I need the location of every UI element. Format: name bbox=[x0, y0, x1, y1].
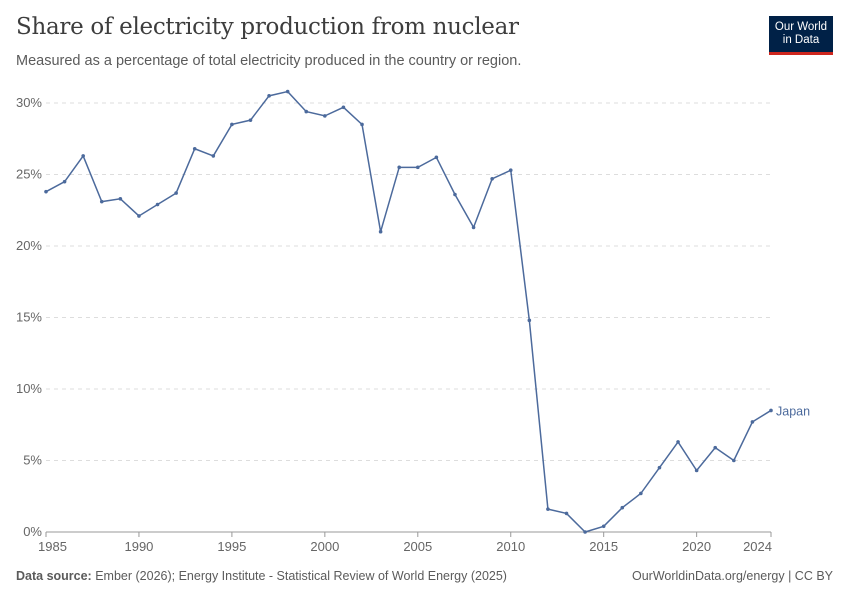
data-point bbox=[323, 114, 327, 118]
series-label: Japan bbox=[776, 404, 810, 418]
data-point bbox=[304, 109, 309, 114]
y-tick-label: 5% bbox=[23, 453, 42, 468]
x-tick-label: 2024 bbox=[743, 539, 772, 554]
data-point bbox=[508, 168, 513, 173]
y-tick-label: 10% bbox=[16, 381, 42, 396]
series-line-japan bbox=[45, 90, 772, 533]
data-point bbox=[713, 445, 718, 450]
data-source: Data source: Ember (2026); Energy Instit… bbox=[16, 569, 507, 583]
data-point bbox=[174, 191, 178, 195]
x-tick-label: 1985 bbox=[38, 539, 67, 554]
x-tick-label: 2000 bbox=[310, 539, 339, 554]
data-point bbox=[230, 122, 234, 127]
data-point bbox=[397, 165, 402, 170]
data-point bbox=[750, 420, 755, 424]
data-point bbox=[527, 318, 532, 323]
data-point bbox=[211, 154, 216, 158]
data-point bbox=[639, 491, 643, 496]
data-point bbox=[564, 511, 569, 516]
source-label: Data source: bbox=[16, 569, 92, 583]
data-point bbox=[192, 146, 197, 151]
x-tick-label: 1995 bbox=[217, 539, 246, 554]
data-point bbox=[81, 154, 85, 158]
x-tick-label: 1990 bbox=[124, 539, 153, 554]
data-point bbox=[657, 465, 662, 470]
y-tick-label: 20% bbox=[16, 238, 42, 253]
data-point bbox=[248, 118, 253, 122]
data-point bbox=[601, 524, 606, 529]
x-tick-label: 2015 bbox=[589, 539, 618, 554]
y-tick-label: 25% bbox=[16, 167, 42, 182]
data-point bbox=[137, 214, 141, 218]
data-point bbox=[546, 507, 550, 511]
data-point bbox=[267, 94, 271, 98]
data-point bbox=[285, 89, 290, 94]
source-text: Ember (2026); Energy Institute - Statist… bbox=[95, 569, 507, 583]
data-point bbox=[415, 165, 420, 170]
data-point bbox=[490, 176, 494, 181]
x-tick-label: 2020 bbox=[682, 539, 711, 554]
credit-link[interactable]: OurWorldinData.org/energy | CC BY bbox=[631, 569, 833, 583]
y-tick-label: 30% bbox=[16, 95, 42, 110]
data-point bbox=[583, 530, 587, 534]
logo-line1: Our World bbox=[774, 21, 828, 33]
data-point bbox=[341, 105, 346, 110]
data-point bbox=[155, 202, 160, 207]
y-tick-label: 15% bbox=[16, 310, 42, 325]
data-point bbox=[360, 122, 364, 127]
data-point bbox=[769, 408, 773, 413]
owid-logo[interactable]: Our World in Data bbox=[769, 16, 833, 55]
logo-line2: in Data bbox=[782, 34, 820, 46]
x-tick-label: 2005 bbox=[403, 539, 432, 554]
chart-title: Share of electricity production from nuc… bbox=[16, 14, 519, 40]
y-tick-label: 0% bbox=[23, 524, 42, 539]
data-point bbox=[676, 440, 680, 444]
data-point bbox=[694, 468, 699, 473]
data-point bbox=[118, 197, 123, 201]
data-point bbox=[99, 199, 104, 204]
data-point bbox=[732, 458, 736, 463]
data-point bbox=[378, 229, 383, 234]
data-point bbox=[434, 155, 439, 160]
x-tick-label: 2010 bbox=[496, 539, 525, 554]
data-point bbox=[620, 505, 625, 510]
chart-subtitle: Measured as a percentage of total electr… bbox=[16, 53, 522, 69]
data-point bbox=[44, 189, 48, 194]
data-point bbox=[453, 192, 457, 197]
data-point bbox=[471, 225, 476, 230]
data-point bbox=[62, 179, 67, 184]
